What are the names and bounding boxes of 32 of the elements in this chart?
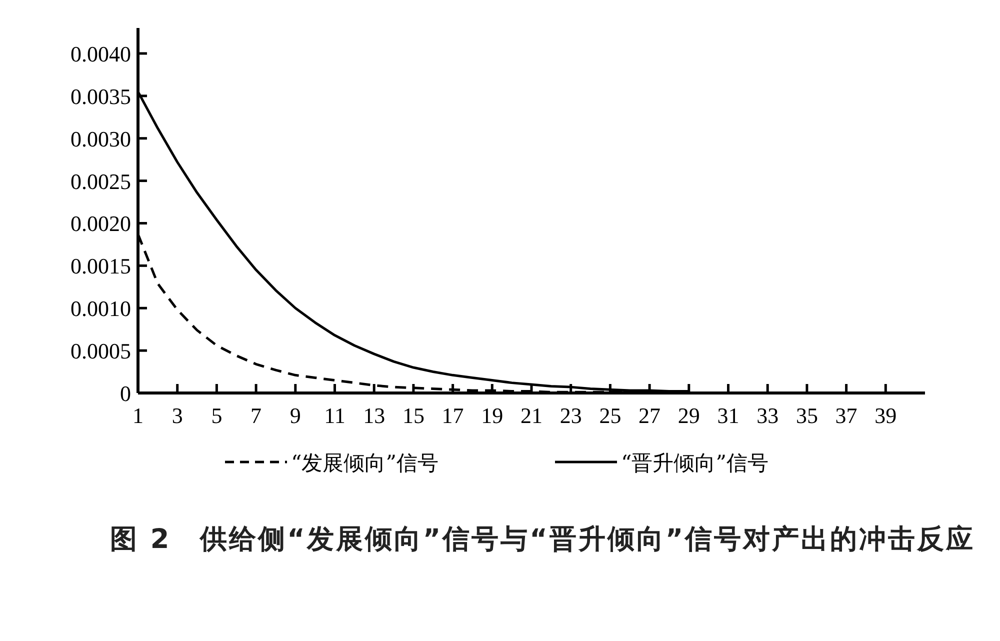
x-tick-label: 11 [324, 403, 346, 428]
x-tick-label: 35 [796, 403, 818, 428]
x-tick-label: 15 [402, 403, 424, 428]
x-tick-label: 3 [172, 403, 183, 428]
x-tick-label: 31 [717, 403, 740, 428]
x-tick-label: 33 [756, 403, 779, 428]
x-tick-label: 1 [132, 403, 144, 428]
x-tick-label: 21 [520, 403, 542, 428]
y-tick-label: 0.0030 [70, 126, 131, 152]
x-tick-label: 23 [560, 403, 582, 428]
y-tick-label: 0.0020 [70, 211, 131, 236]
x-tick-label: 19 [481, 403, 504, 428]
x-tick-label: 25 [599, 403, 622, 428]
x-tick-label: 13 [363, 403, 386, 428]
y-tick-label: 0.0005 [70, 338, 131, 364]
y-tick-label: 0.0035 [70, 84, 131, 109]
x-tick-label: 9 [290, 403, 301, 428]
x-tick-label: 37 [835, 403, 858, 428]
x-tick-label: 17 [442, 403, 464, 428]
legend-label: “晋升倾向”信号 [621, 451, 768, 475]
y-tick-label: 0.0010 [70, 296, 131, 322]
x-tick-label: 29 [678, 403, 700, 428]
x-tick-label: 27 [638, 403, 661, 428]
x-tick-label: 5 [211, 403, 222, 428]
x-tick-label: 7 [250, 403, 262, 428]
legend-label: “发展倾向”信号 [291, 451, 438, 475]
y-tick-label: 0.0025 [70, 168, 131, 194]
y-tick-label: 0.0040 [70, 41, 131, 66]
y-tick-label: 0.0015 [70, 254, 131, 279]
text: 图 2 供给侧“发展倾向”信号与“晋升倾向”信号对产出的冲击反应 [110, 523, 976, 557]
y-tick-label: 0 [120, 381, 131, 406]
x-tick-label: 39 [874, 403, 897, 428]
